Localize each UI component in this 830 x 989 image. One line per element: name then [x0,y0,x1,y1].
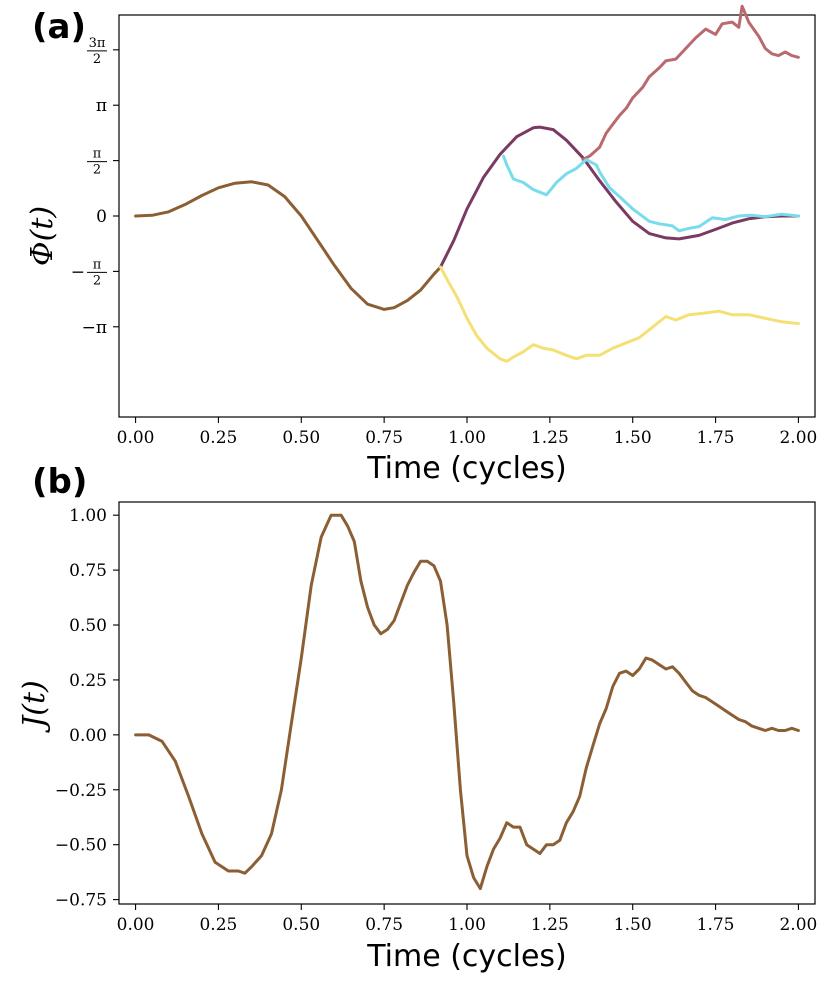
x-tick-label: 0.25 [199,915,237,935]
y-tick-label: 1.00 [69,506,107,526]
x-tick-label: 0.75 [365,428,403,448]
series-line-yellow [439,265,800,363]
x-tick-label: 0.50 [282,915,320,935]
x-tick-label: 0.25 [199,428,237,448]
x-tick-label: 1.50 [614,428,652,448]
y-tick-label: 0.75 [69,561,107,581]
x-tick-label: 0.75 [365,915,403,935]
y-tick-label: 0.25 [69,671,107,691]
panel-a-plot-area [118,14,816,418]
y-tick-label: π [96,96,107,116]
panel-a-label: (a) [32,7,86,47]
x-tick-label: 2.00 [779,428,817,448]
y-tick-denominator: 2 [93,163,101,178]
x-tick-label: 1.00 [448,915,486,935]
panel-b-y-ticks: 1.00 0.75 0.50 0.25 0.00 −0.25 −0.50 −0.75 [55,506,119,911]
x-tick-label: 1.50 [614,915,652,935]
y-tick-label: 0.00 [69,726,107,746]
x-tick-label: 1.75 [697,428,735,448]
x-tick-label: 0.00 [117,428,155,448]
y-tick-numerator: 3π [89,36,106,51]
x-tick-label: 0.00 [117,915,155,935]
y-tick-numerator: π [93,257,102,272]
panel-a-xlabel: Time (cycles) [366,451,567,486]
x-tick-label: 1.25 [531,915,569,935]
x-tick-label: 0.50 [282,428,320,448]
panel-a: (a) 0.00 0.25 0.50 0.75 1.00 1.25 1.50 1.75 2.00… [25,4,817,486]
panel-b-xlabel: Time (cycles) [366,939,567,974]
y-tick-label: −π [82,318,107,338]
panel-a-x-ticks: 0.00 0.25 0.50 0.75 1.00 1.25 1.50 1.75 2.00 [117,417,817,448]
y-tick-label: −0.75 [55,891,107,911]
panel-b: (b) 0.00 0.25 0.50 0.75 1.00 1.25 1.50 1.75 2.00… [17,462,817,974]
y-tick-label: π2 [87,147,107,178]
series-line-base [134,180,442,311]
panel-b-label: (b) [32,462,87,502]
y-tick-label: −0.25 [55,781,107,801]
panel-a-series [134,4,800,363]
y-tick-sign: − [71,262,85,282]
y-tick-label: 0 [96,207,107,227]
y-tick-numerator: π [93,147,102,162]
x-tick-label: 2.00 [779,915,817,935]
x-tick-label: 1.75 [697,915,735,935]
series-line-J [134,513,800,891]
panel-a-ylabel: Φ(t) [25,206,60,266]
series-line-cyan [502,154,800,233]
y-tick-denominator: 2 [93,273,101,288]
x-tick-label: 1.00 [448,428,486,448]
panel-b-x-ticks: 0.00 0.25 0.50 0.75 1.00 1.25 1.50 1.75 2.00 [117,904,817,935]
y-tick-label: −0.50 [55,836,107,856]
y-tick-label: − π2 [71,257,107,288]
y-tick-label: 0.50 [69,616,107,636]
y-tick-denominator: 2 [93,52,101,67]
x-tick-label: 1.25 [531,428,569,448]
panel-b-series [134,513,800,891]
series-line-red [581,4,800,162]
series-line-purple [439,125,800,269]
y-tick-label: 3π2 [87,36,107,67]
panel-b-ylabel: J(t) [17,680,52,734]
